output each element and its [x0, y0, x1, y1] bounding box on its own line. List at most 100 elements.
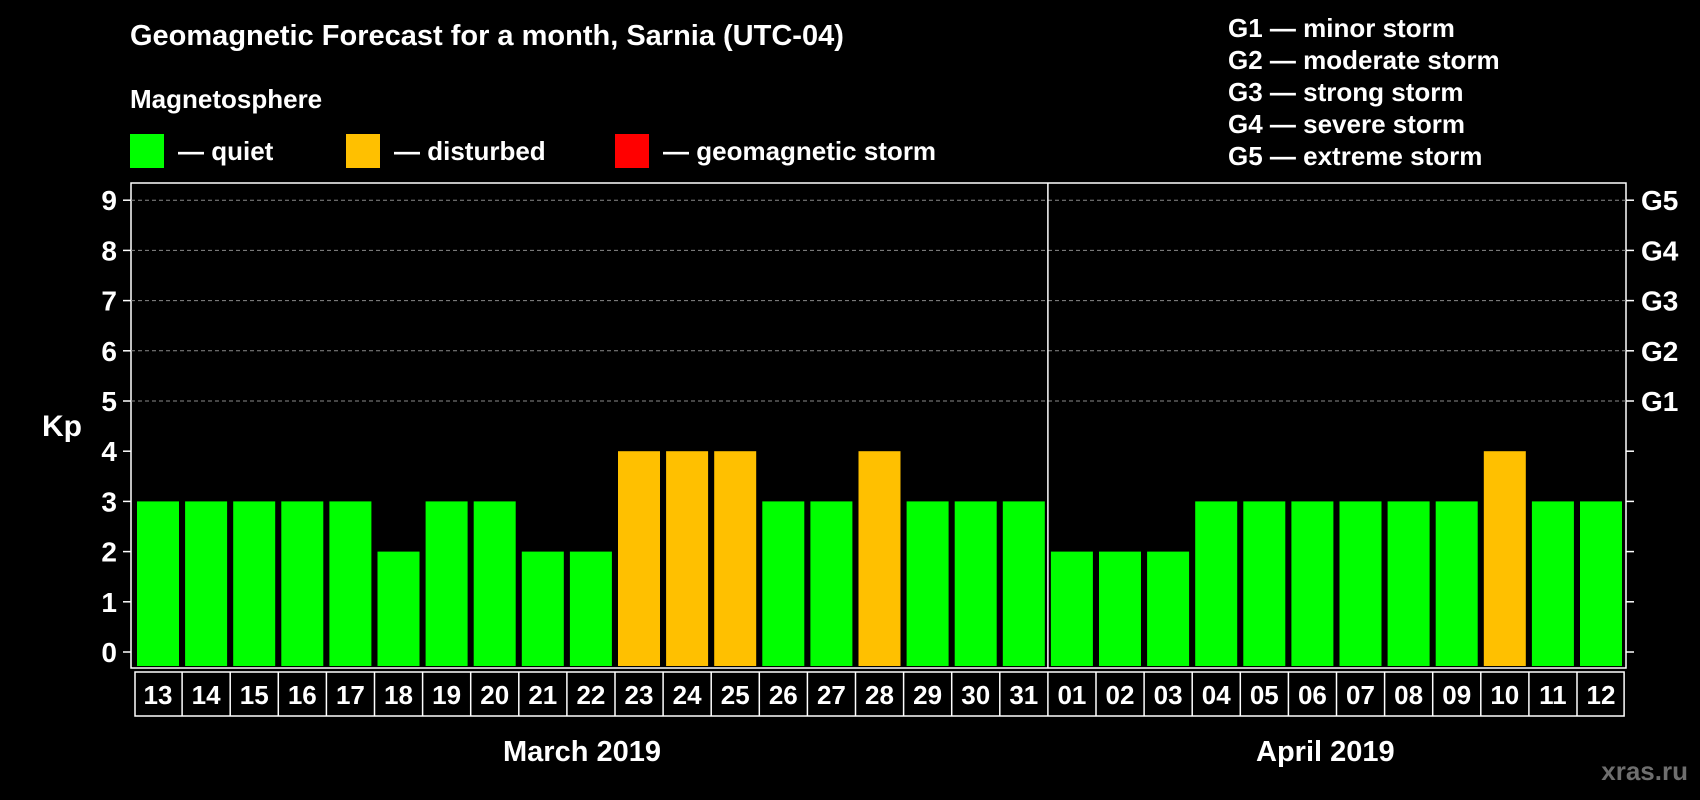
x-tick-label: 05: [1250, 680, 1279, 710]
g-label: G4: [1641, 235, 1679, 266]
legend-label-disturbed: — disturbed: [394, 135, 546, 166]
kp-bar: [569, 551, 612, 666]
kp-bar: [1387, 501, 1430, 666]
x-tick-label: 26: [769, 680, 798, 710]
y-axis-label: Kp: [42, 410, 82, 443]
g-label: G2: [1641, 336, 1678, 367]
legend-label-storm: — geomagnetic storm: [663, 135, 937, 166]
g-scale-item: G3 — strong storm: [1228, 77, 1464, 107]
date-row-frame: [134, 671, 1625, 717]
x-tick-label: 03: [1154, 680, 1183, 710]
kp-bar: [1531, 501, 1574, 666]
plot-frame: [130, 182, 1627, 669]
legend-swatch-quiet: [130, 134, 164, 168]
x-tick-label: 09: [1442, 680, 1471, 710]
x-tick-label: 10: [1490, 680, 1519, 710]
x-tick-label: 31: [1009, 680, 1038, 710]
kp-bar: [906, 501, 949, 666]
x-tick-label: 24: [673, 680, 702, 710]
legend-swatch-disturbed: [346, 134, 380, 168]
x-tick-label: 16: [288, 680, 317, 710]
chart-title: Geomagnetic Forecast for a month, Sarnia…: [130, 20, 844, 52]
kp-bar: [521, 551, 564, 666]
x-tick-label: 13: [144, 680, 173, 710]
x-tick-label: 27: [817, 680, 846, 710]
x-tick-label: 15: [240, 680, 269, 710]
month-label-march: March 2019: [503, 736, 661, 768]
kp-bar: [1339, 501, 1382, 666]
legend-swatch-storm: [615, 134, 649, 168]
kp-bar: [185, 501, 228, 666]
g-label: G3: [1641, 286, 1678, 317]
x-tick-label: 06: [1298, 680, 1327, 710]
legend-item-disturbed: — disturbed: [346, 134, 546, 168]
kp-bar: [810, 501, 853, 666]
kp-bar: [137, 501, 179, 666]
x-tick-label: 25: [721, 680, 750, 710]
kp-bar: [1483, 451, 1526, 666]
x-tick-label: 17: [336, 680, 365, 710]
kp-bar: [858, 451, 901, 666]
x-tick-label: 12: [1587, 680, 1616, 710]
x-tick-label: 11: [1539, 680, 1567, 710]
kp-bar: [1195, 501, 1238, 666]
legend-title: Magnetosphere: [130, 84, 323, 114]
x-tick-label: 30: [961, 680, 990, 710]
x-tick-label: 07: [1346, 680, 1375, 710]
legend-label-quiet: — quiet: [178, 135, 274, 166]
x-tick-label: 22: [576, 680, 605, 710]
g-label: G1: [1641, 386, 1678, 417]
kp-bar: [666, 451, 709, 666]
kp-bar: [1099, 551, 1141, 666]
g-scale-item: G2 — moderate storm: [1228, 45, 1500, 75]
y-tick-label: 7: [101, 286, 117, 317]
y-tick-label: 2: [101, 537, 117, 568]
y-tick-label: 1: [101, 587, 117, 618]
kp-bar: [618, 451, 660, 666]
kp-bar: [281, 501, 324, 666]
kp-bar: [377, 551, 420, 666]
x-tick-label: 21: [528, 680, 557, 710]
x-tick-label: 04: [1202, 680, 1231, 710]
g-scale-item: G4 — severe storm: [1228, 109, 1466, 139]
x-tick-label: 18: [384, 680, 413, 710]
x-tick-label: 08: [1394, 680, 1423, 710]
x-tick-label: 28: [865, 680, 894, 710]
x-tick-label: 19: [432, 680, 461, 710]
y-tick-label: 0: [101, 637, 117, 668]
kp-bar: [1580, 501, 1622, 666]
x-tick-label: 20: [480, 680, 509, 710]
kp-bar: [1050, 551, 1093, 666]
x-tick-label: 29: [913, 680, 942, 710]
g-scale-item: G5 — extreme storm: [1228, 141, 1483, 171]
y-tick-label: 4: [101, 436, 117, 467]
kp-bar: [233, 501, 276, 666]
g-scale-legend: G1 — minor storm G2 — moderate storm G3 …: [1228, 12, 1500, 172]
kp-bar: [473, 501, 516, 666]
kp-bar: [954, 501, 997, 666]
y-tick-label: 9: [101, 185, 117, 216]
y-tick-label: 8: [101, 235, 117, 266]
x-tick-label: 02: [1106, 680, 1135, 710]
kp-bar: [714, 451, 757, 666]
kp-bar: [762, 501, 805, 666]
watermark: xras.ru: [1601, 756, 1688, 786]
y-tick-label: 5: [101, 386, 117, 417]
kp-bar: [329, 501, 372, 666]
x-tick-label: 14: [192, 680, 221, 710]
kp-bar: [1147, 551, 1190, 666]
y-tick-label: 3: [101, 486, 117, 517]
x-tick-label: 23: [625, 680, 654, 710]
kp-bar: [1291, 501, 1334, 666]
legend-item-quiet: — quiet: [130, 134, 273, 168]
x-tick-label: 01: [1057, 680, 1086, 710]
month-label-april: April 2019: [1256, 736, 1395, 768]
g-scale-item: G1 — minor storm: [1228, 13, 1455, 43]
kp-bar: [425, 501, 468, 666]
kp-bar: [1002, 501, 1045, 666]
y-tick-label: 6: [101, 336, 117, 367]
kp-bar: [1435, 501, 1478, 666]
kp-bar: [1243, 501, 1286, 666]
legend-item-storm: — geomagnetic storm: [615, 134, 936, 168]
